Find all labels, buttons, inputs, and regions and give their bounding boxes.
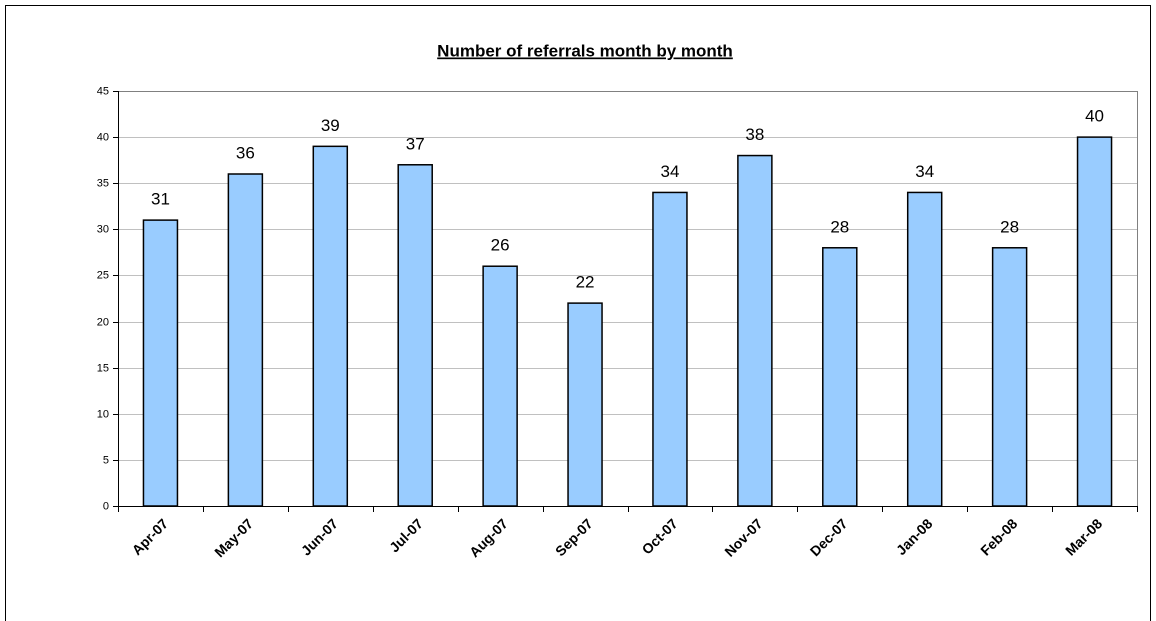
bar [142,219,179,507]
x-tick-label: Aug-07 [466,515,511,560]
data-label: 26 [491,236,510,255]
data-label: 39 [321,116,340,135]
bar [482,265,518,507]
bar [906,191,943,507]
bar [822,247,858,507]
data-label: 28 [1000,217,1019,236]
data-label: 22 [576,273,595,292]
bar [991,247,1028,507]
x-tick-label: Feb-08 [977,515,1020,558]
x-tick-label: May-07 [211,515,256,560]
data-label: 40 [1085,107,1104,126]
data-label: 38 [745,125,764,144]
bar [1076,136,1113,507]
y-tick-label: 25 [97,269,109,281]
y-tick-label: 20 [97,316,109,328]
x-tick-label: Jan-08 [893,515,936,558]
y-tick-label: 45 [97,85,109,97]
x-tick-label: Jul-07 [386,515,426,555]
bar [652,191,688,507]
x-tick-label: Dec-07 [807,515,851,559]
x-tick-label: Mar-08 [1062,515,1105,558]
data-label: 28 [830,217,849,236]
x-tick-label: Nov-07 [721,515,765,559]
x-tick-label: Sep-07 [552,515,596,559]
data-label: 31 [151,190,170,209]
y-tick-label: 40 [97,131,109,143]
x-tick-label: Apr-07 [129,515,172,558]
bar [737,154,773,507]
data-label: 37 [406,134,425,153]
chart-border [5,5,1151,621]
data-label: 34 [915,162,934,181]
bar [397,164,433,507]
y-tick-label: 0 [103,500,109,512]
y-tick-label: 35 [97,177,109,189]
x-tick-label: Oct-07 [639,515,681,557]
y-tick-label: 10 [97,408,109,420]
x-tick-label: Jun-07 [298,515,341,558]
bar [227,173,264,507]
bar [312,145,349,507]
y-tick-label: 5 [103,454,109,466]
y-tick-label: 30 [97,223,109,235]
data-label: 36 [236,143,255,162]
y-tick-label: 15 [97,362,109,374]
chart-title: Number of referrals month by month [437,41,733,60]
bar [567,302,603,507]
data-label: 34 [660,162,679,181]
